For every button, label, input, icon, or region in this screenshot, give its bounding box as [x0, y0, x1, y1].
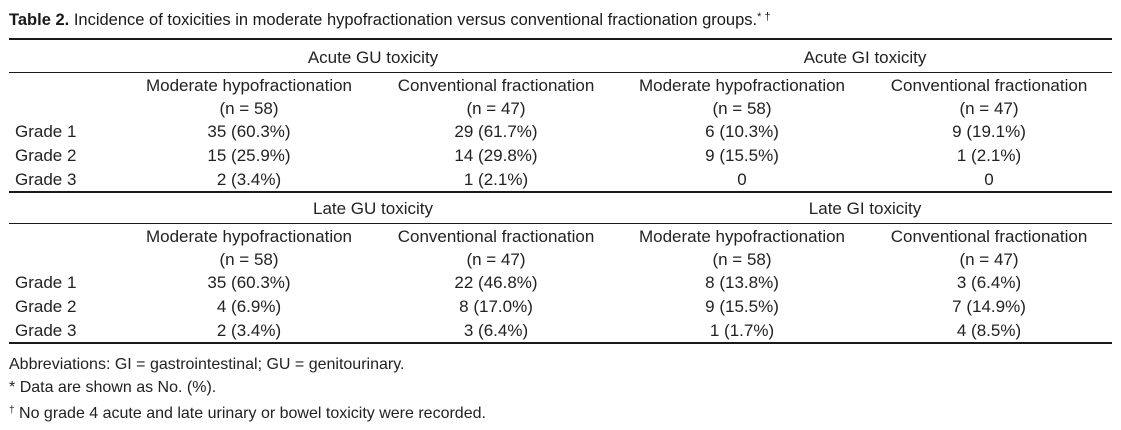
column-n: (n = 58)	[712, 99, 772, 118]
caption-marks: * †	[757, 11, 771, 23]
column-header: Moderate hypofractionation	[145, 227, 353, 246]
table-cell: 35 (60.3%)	[207, 122, 291, 141]
column-n: (n = 58)	[712, 250, 772, 269]
row-label: Grade 2	[15, 146, 77, 165]
group-divider	[9, 223, 1112, 224]
table-cell: 0	[984, 170, 994, 189]
table-title: Incidence of toxicities in moderate hypo…	[73, 11, 758, 29]
column-n: (n = 47)	[959, 99, 1019, 118]
group-header: Late GU toxicity	[313, 199, 433, 218]
footnote-abbreviations: Abbreviations: GI = gastrointestinal; GU…	[9, 356, 405, 373]
table-cell: 1 (1.7%)	[709, 321, 775, 340]
table-cell: 1 (2.1%)	[463, 170, 529, 189]
table-top-rule	[9, 38, 1112, 40]
table-cell: 22 (46.8%)	[454, 273, 538, 292]
table-cell: 9 (19.1%)	[952, 122, 1026, 141]
table-cell: 9 (15.5%)	[705, 146, 779, 165]
group-header: Acute GI toxicity	[803, 48, 927, 67]
column-header: Conventional fractionation	[890, 227, 1088, 246]
column-header: Conventional fractionation	[397, 76, 595, 95]
group-header: Acute GU toxicity	[307, 48, 439, 67]
column-header: Moderate hypofractionation	[145, 76, 353, 95]
column-header: Moderate hypofractionation	[638, 227, 846, 246]
footnote-star-text: Data are shown as No. (%).	[19, 379, 217, 396]
group-divider	[9, 72, 1112, 73]
table-caption: Table 2. Incidence of toxicities in mode…	[9, 6, 771, 31]
column-n: (n = 47)	[959, 250, 1019, 269]
table-cell: 4 (6.9%)	[216, 297, 282, 316]
row-label: Grade 3	[15, 321, 77, 340]
table-cell: 29 (61.7%)	[454, 122, 538, 141]
table-cell: 3 (6.4%)	[463, 321, 529, 340]
row-label: Grade 1	[15, 122, 77, 141]
row-label: Grade 3	[15, 170, 77, 189]
table-cell: 8 (13.8%)	[705, 273, 779, 292]
column-n: (n = 58)	[219, 99, 279, 118]
table-cell: 3 (6.4%)	[956, 273, 1022, 292]
footnote-star-mark: *	[9, 379, 16, 396]
column-header: Moderate hypofractionation	[638, 76, 846, 95]
table-cell: 0	[737, 170, 747, 189]
table-cell: 1 (2.1%)	[956, 146, 1022, 165]
column-n: (n = 47)	[466, 250, 526, 269]
footnote-dagger-text: No grade 4 acute and late urinary or bow…	[19, 405, 486, 422]
table-cell: 4 (8.5%)	[956, 321, 1022, 340]
table-cell: 15 (25.9%)	[207, 146, 291, 165]
table-cell: 35 (60.3%)	[207, 273, 291, 292]
table-cell: 9 (15.5%)	[705, 297, 779, 316]
table-cell: 8 (17.0%)	[459, 297, 533, 316]
table-cell: 14 (29.8%)	[454, 146, 538, 165]
footnote-no-grade-4: † No grade 4 acute and late urinary or b…	[9, 401, 486, 424]
column-n: (n = 58)	[219, 250, 279, 269]
row-label: Grade 1	[15, 273, 77, 292]
table-cell: 2 (3.4%)	[216, 170, 282, 189]
column-header: Conventional fractionation	[890, 76, 1088, 95]
table-cell: 2 (3.4%)	[216, 321, 282, 340]
table-cell: 6 (10.3%)	[705, 122, 779, 141]
section-divider	[9, 191, 1112, 193]
table-label: Table 2.	[9, 11, 70, 29]
group-header: Late GI toxicity	[808, 199, 922, 218]
row-label: Grade 2	[15, 297, 77, 316]
table-cell: 7 (14.9%)	[952, 297, 1026, 316]
table-bottom-rule	[9, 342, 1112, 344]
footnote-data-format: * Data are shown as No. (%).	[9, 378, 216, 398]
column-n: (n = 47)	[466, 99, 526, 118]
column-header: Conventional fractionation	[397, 227, 595, 246]
footnote-dagger-mark: †	[9, 405, 15, 416]
